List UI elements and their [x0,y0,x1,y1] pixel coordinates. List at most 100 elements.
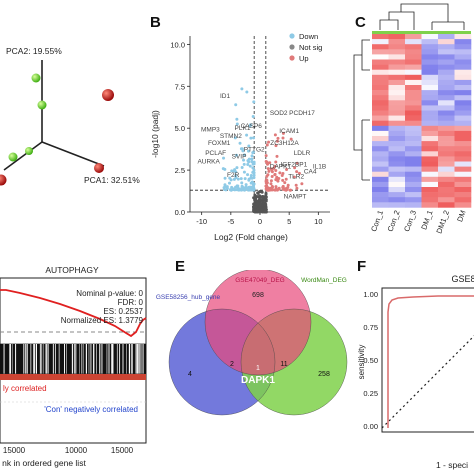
heatmap-cell [454,44,472,50]
heatmap-cell [405,192,422,198]
volcano-point [252,160,256,164]
heatmap-column-label: Con_3 [402,209,418,233]
volcano-point [233,168,237,172]
heatmap-cell [405,79,422,86]
heatmap-cell [438,166,455,172]
volcano-point [260,208,264,212]
volcano-point [274,168,278,172]
heatmap-cell [388,100,406,106]
volcano-gene-label: STMN2 [220,133,242,140]
volcano-gene-label: IGF2BP1 [280,162,307,169]
volcano-point [264,196,268,200]
gsea-panel: AUTOPHAGY Nominal p-value: 0 FDR: 0 ES: … [0,265,147,468]
volcano-point [295,170,299,174]
volcano-ytick: 10.0 [170,40,185,49]
heatmap-cell [454,115,472,121]
volcano-point [247,149,251,153]
volcano-point [234,176,238,180]
heatmap-cell [421,176,439,183]
heatmap-cell [454,74,472,81]
volcano-gene-label: PCLAF [205,150,226,157]
volcano-point [286,185,290,189]
volcano-point [266,173,270,177]
heatmap-cell [421,181,439,188]
volcano-point [234,185,238,189]
heatmap-cell [421,161,439,167]
heatmap-cell [388,161,406,167]
heatmap-cell [388,44,406,50]
gsea-neg-label: 'Con' negatively correlated [44,405,138,414]
pca-axis-pc3 [3,141,43,171]
heatmap-cell [388,166,406,172]
heatmap-cell [388,197,406,203]
heatmap-cell [388,125,406,132]
heatmap-cell [454,166,472,172]
heatmap-cell [438,64,455,70]
volcano-point [247,187,251,191]
heatmap-cell [388,141,406,147]
volcano-point [241,149,245,153]
volcano-point [239,177,243,181]
heatmap-cell [438,181,455,188]
volcano-point [252,168,256,172]
pca-point-con [31,73,41,83]
volcano-point [231,187,235,191]
heatmap-cell [454,85,472,91]
volcano-point [252,173,256,177]
volcano-gene-label: PCDH17 [289,110,315,117]
heatmap-dendrogram [353,3,465,181]
heatmap-cell [438,59,455,65]
volcano-point [252,205,256,209]
volcano-point [251,115,255,119]
heatmap-cell [372,156,389,162]
heatmap-cell [454,156,472,162]
volcano-point [234,170,238,174]
heatmap-cell [372,49,389,55]
heatmap-cell [454,197,472,203]
heatmap-cell [421,125,439,132]
heatmap-cell [454,105,472,111]
heatmap-cell [421,90,439,96]
heatmap-cell [388,187,406,193]
volcano-point [221,167,225,171]
heatmap-cell [454,202,472,208]
volcano-point [258,194,262,198]
volcano-point [267,140,271,144]
heatmap-cell [388,110,406,116]
heatmap-cell [438,176,455,183]
volcano-point [246,159,250,163]
heatmap-cell [388,146,406,152]
heatmap-cell [438,125,455,132]
volcano-gene-label: ID1 [220,93,231,100]
volcano-point [281,136,285,140]
heatmap-cell [454,192,472,198]
volcano-point [252,100,256,104]
roc-frame [381,287,474,433]
heatmap-column-labels: Con_1 Con_2 Con_3 DM_1 DM1_2 DM [369,209,468,235]
heatmap-cell [421,115,439,121]
roc-diagonal [381,335,474,429]
gsea-xtick: 10000 [65,446,88,455]
volcano-point [277,187,281,191]
heatmap-cell [372,59,389,65]
heatmap-cell [405,151,422,157]
volcano-gene-label: SOD2 [270,110,288,117]
volcano-point [222,156,226,160]
heatmap-cell [421,120,439,127]
pca-point-dm [94,163,104,173]
volcano-point [294,183,298,187]
volcano-point [263,208,267,212]
roc-ytick: 0.50 [363,356,378,365]
heatmap-cell [405,110,422,116]
volcano-point [244,183,248,187]
heatmap-cell [372,202,389,208]
pca-point-con [8,152,18,162]
volcano-point [248,164,252,168]
heatmap-cell [388,130,406,137]
volcano-point [222,186,226,190]
heatmap-cell [454,187,472,193]
volcano-ylabel: -log10 (padj) [150,110,160,158]
heatmap-cell [454,161,472,167]
heatmap-cell [372,44,389,50]
gsea-stat: Nominal p-value: 0 [76,289,143,298]
